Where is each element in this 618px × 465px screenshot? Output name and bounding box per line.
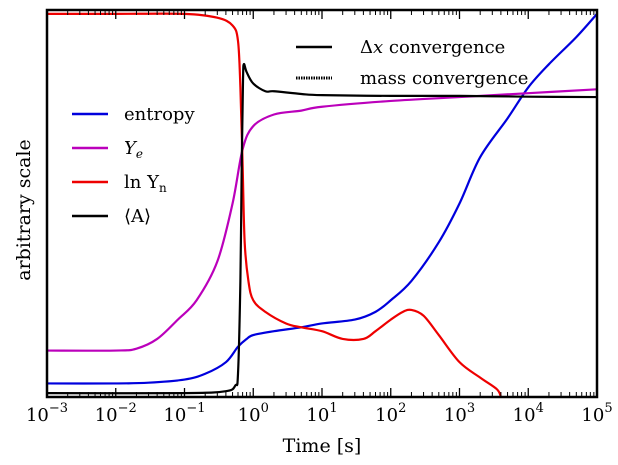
x-tick-label-0: 10−3 bbox=[26, 401, 68, 426]
x-tick-label-4: 101 bbox=[306, 401, 337, 426]
plot-background bbox=[47, 10, 597, 397]
x-axis-label: Time [s] bbox=[283, 435, 362, 457]
series-layer bbox=[47, 12, 597, 397]
x-tick-label-1: 10−2 bbox=[95, 401, 137, 426]
legend-label-dx-convergence: Δx convergence bbox=[360, 37, 505, 58]
legend-label-lnyn: ln Yn bbox=[124, 172, 167, 195]
series-line-0 bbox=[47, 13, 597, 385]
y-axis-label: arbitrary scale bbox=[13, 139, 35, 281]
legend-label-entropy: entropy bbox=[124, 104, 195, 125]
series-line-2 bbox=[47, 12, 502, 397]
legend-quantities: entropy Ye ln Yn ⟨A⟩ bbox=[72, 104, 195, 227]
x-tick-label-5: 102 bbox=[375, 401, 406, 426]
x-tick-label-3: 100 bbox=[238, 401, 269, 426]
legend-label-mass-convergence: mass convergence bbox=[360, 68, 528, 89]
x-tick-label-7: 104 bbox=[513, 401, 544, 426]
x-tick-label-8: 105 bbox=[581, 401, 612, 426]
tick-layer: 10−3 10−2 10−1 100 101 102 103 104 105 bbox=[26, 10, 613, 426]
legend-label-mean-a: ⟨A⟩ bbox=[124, 206, 151, 227]
legend-convergence: Δx convergence mass convergence bbox=[296, 37, 528, 89]
x-tick-label-6: 103 bbox=[444, 401, 475, 426]
legend-label-ye: Ye bbox=[124, 138, 143, 161]
x-tick-label-2: 10−1 bbox=[163, 401, 205, 426]
series-line-3 bbox=[47, 62, 597, 395]
